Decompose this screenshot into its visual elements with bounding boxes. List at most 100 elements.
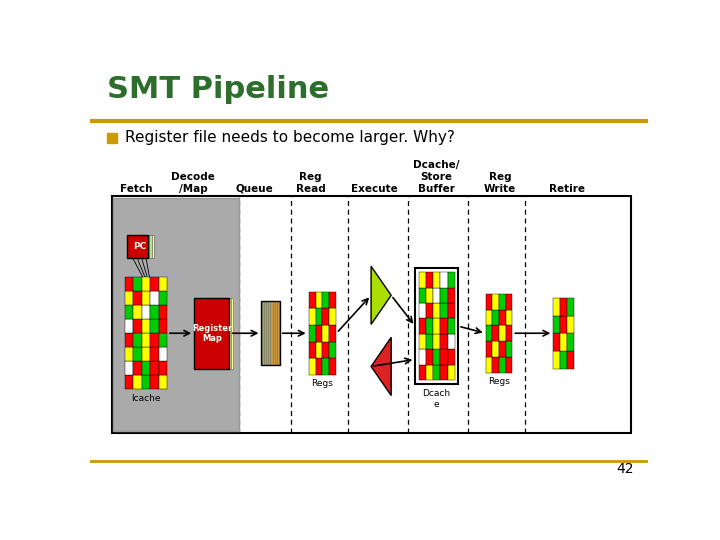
- Bar: [492, 294, 499, 309]
- Bar: [125, 319, 133, 333]
- Bar: [330, 358, 336, 375]
- Text: SMT Pipeline: SMT Pipeline: [107, 75, 329, 104]
- Bar: [309, 325, 315, 342]
- Bar: [323, 325, 330, 342]
- Bar: [485, 309, 492, 325]
- Bar: [278, 301, 279, 366]
- Bar: [499, 357, 505, 373]
- Bar: [553, 333, 560, 351]
- Bar: [441, 349, 448, 364]
- Bar: [505, 325, 513, 341]
- Bar: [150, 361, 158, 375]
- Bar: [441, 334, 448, 349]
- Text: Register
Map: Register Map: [192, 323, 232, 343]
- Bar: [150, 277, 158, 291]
- Bar: [560, 351, 567, 369]
- Bar: [133, 291, 142, 305]
- Bar: [485, 357, 492, 373]
- Bar: [265, 301, 266, 366]
- Bar: [158, 319, 167, 333]
- Bar: [492, 341, 499, 357]
- Bar: [309, 308, 315, 325]
- Bar: [418, 334, 426, 349]
- Bar: [158, 305, 167, 319]
- Text: Dcach
e: Dcach e: [423, 389, 451, 409]
- Text: Regs: Regs: [488, 377, 510, 386]
- Bar: [158, 375, 167, 389]
- Bar: [433, 349, 441, 364]
- Bar: [133, 375, 142, 389]
- Bar: [441, 272, 448, 287]
- Bar: [158, 333, 167, 347]
- Bar: [142, 291, 150, 305]
- Bar: [485, 325, 492, 341]
- Bar: [158, 291, 167, 305]
- Bar: [323, 342, 330, 358]
- Bar: [448, 349, 455, 364]
- Bar: [158, 277, 167, 291]
- Bar: [133, 347, 142, 361]
- Bar: [505, 341, 513, 357]
- Bar: [323, 308, 330, 325]
- Bar: [130, 235, 152, 258]
- Bar: [272, 301, 274, 366]
- Bar: [426, 319, 433, 334]
- Bar: [275, 301, 276, 366]
- Bar: [133, 305, 142, 319]
- Text: Fetch: Fetch: [120, 184, 152, 194]
- Bar: [505, 294, 513, 309]
- Bar: [132, 235, 154, 258]
- Bar: [158, 361, 167, 375]
- Bar: [142, 305, 150, 319]
- Bar: [276, 301, 277, 366]
- Bar: [567, 298, 575, 315]
- Bar: [269, 301, 270, 366]
- Bar: [448, 364, 455, 380]
- Bar: [150, 291, 158, 305]
- Text: Icache: Icache: [131, 394, 161, 402]
- Text: Decode
/Map: Decode /Map: [171, 172, 215, 194]
- Bar: [199, 298, 233, 369]
- Bar: [323, 292, 330, 308]
- Bar: [125, 347, 133, 361]
- Bar: [553, 315, 560, 333]
- Bar: [315, 342, 323, 358]
- Bar: [133, 319, 142, 333]
- Bar: [560, 298, 567, 315]
- Bar: [279, 301, 280, 366]
- Text: Register file needs to become larger. Why?: Register file needs to become larger. Wh…: [125, 130, 454, 145]
- Bar: [271, 301, 272, 366]
- Bar: [433, 287, 441, 303]
- Text: Reg
Write: Reg Write: [484, 172, 516, 194]
- Bar: [418, 319, 426, 334]
- Bar: [505, 357, 513, 373]
- Bar: [560, 315, 567, 333]
- Bar: [499, 309, 505, 325]
- Bar: [315, 308, 323, 325]
- Bar: [323, 358, 330, 375]
- Bar: [113, 198, 239, 431]
- Bar: [499, 341, 505, 357]
- Bar: [150, 319, 158, 333]
- Bar: [142, 347, 150, 361]
- Bar: [133, 277, 142, 291]
- Text: Retire: Retire: [549, 184, 585, 194]
- Bar: [330, 292, 336, 308]
- Text: 42: 42: [616, 462, 634, 476]
- Bar: [499, 325, 505, 341]
- Bar: [418, 272, 426, 287]
- Bar: [567, 351, 575, 369]
- Bar: [441, 364, 448, 380]
- Bar: [448, 334, 455, 349]
- Bar: [125, 305, 133, 319]
- Bar: [553, 351, 560, 369]
- Bar: [125, 375, 133, 389]
- Bar: [433, 303, 441, 319]
- Bar: [448, 319, 455, 334]
- Bar: [142, 277, 150, 291]
- Bar: [309, 342, 315, 358]
- Text: Reg
Read: Reg Read: [295, 172, 325, 194]
- Bar: [553, 298, 560, 315]
- Bar: [267, 301, 268, 366]
- Bar: [433, 334, 441, 349]
